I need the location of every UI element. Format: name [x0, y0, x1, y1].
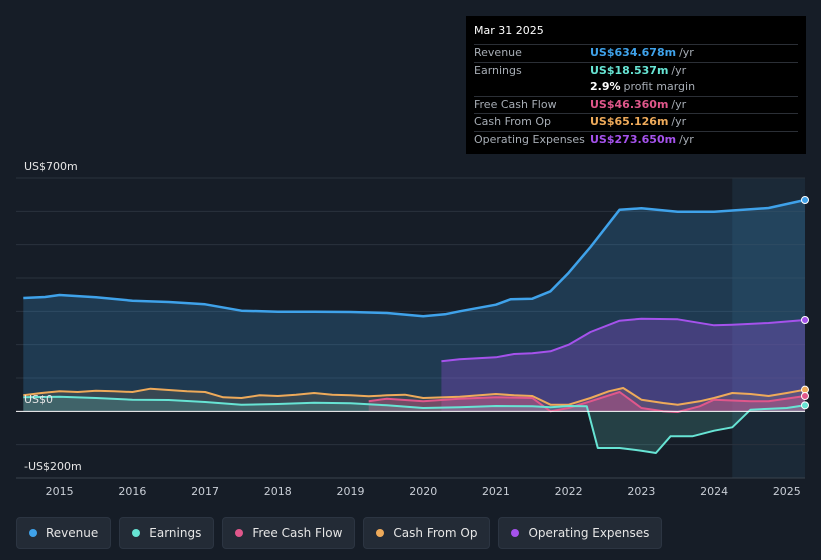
- tooltip-panel: Mar 31 2025 Revenue US$634.678m /yr Earn…: [466, 16, 806, 154]
- y-label-bottom: -US$200m: [24, 460, 82, 473]
- line-operating-expenses: [441, 317, 806, 363]
- area-operating-expenses: [441, 318, 805, 412]
- area-revenue: [23, 200, 806, 412]
- tooltip-row-margin: 2.9% profit margin: [474, 79, 798, 96]
- tooltip-value: US$273.650m: [590, 132, 677, 146]
- x-tick-label: 2025: [773, 485, 801, 498]
- end-dot-operating-expenses: [801, 316, 809, 324]
- x-tick-label: 2020: [409, 485, 437, 498]
- legend-item-earnings[interactable]: Earnings: [119, 517, 215, 549]
- legend-item-operating-expenses[interactable]: Operating Expenses: [498, 517, 663, 549]
- tooltip-row-opex: Operating Expenses US$273.650m /yr: [474, 130, 798, 149]
- legend-label: Revenue: [46, 526, 99, 540]
- legend-item-free-cash-flow[interactable]: Free Cash Flow: [222, 517, 356, 549]
- tooltip-value: US$65.126m: [590, 115, 669, 128]
- tooltip-value: US$46.360m: [590, 97, 669, 111]
- legend-dot-icon: [132, 529, 141, 537]
- line-earnings: [23, 395, 806, 454]
- tooltip-value: US$18.537m: [590, 63, 669, 77]
- tooltip-date: Mar 31 2025: [474, 24, 544, 37]
- tooltip-label: Cash From Op: [474, 115, 552, 128]
- legend-dot-icon: [511, 529, 520, 537]
- legend-item-revenue[interactable]: Revenue: [16, 517, 112, 549]
- tooltip-value: US$634.678m: [590, 46, 677, 59]
- legend-item-cash-from-op[interactable]: Cash From Op: [363, 517, 491, 549]
- x-tick-label: 2023: [627, 485, 655, 498]
- tooltip-label: [474, 79, 590, 96]
- legend-label: Free Cash Flow: [252, 526, 343, 540]
- tooltip-value: 2.9%: [590, 80, 621, 93]
- tooltip-unit: /yr: [679, 132, 694, 146]
- end-dot-revenue: [801, 196, 809, 204]
- x-tick-label: 2016: [118, 485, 146, 498]
- legend-label: Cash From Op: [393, 526, 478, 540]
- tooltip-unit: /yr: [679, 46, 694, 59]
- legend-label: Operating Expenses: [528, 526, 650, 540]
- tooltip-row-earnings: Earnings US$18.537m /yr: [474, 61, 798, 80]
- x-tick-label: 2022: [555, 485, 583, 498]
- tooltip-row-revenue: Revenue US$634.678m /yr: [474, 44, 798, 62]
- series-lines: [23, 198, 806, 454]
- tooltip-label: Revenue: [474, 46, 522, 59]
- tooltip-unit: /yr: [671, 115, 687, 128]
- tooltip-unit: profit margin: [623, 80, 696, 93]
- x-tick-label: 2024: [700, 485, 728, 498]
- x-tick-label: 2019: [337, 485, 365, 498]
- legend-dot-icon: [29, 529, 37, 537]
- tooltip-row-fcf: Free Cash Flow US$46.360m /yr: [474, 95, 798, 114]
- line-free-cash-flow: [368, 391, 806, 413]
- legend: Revenue Earnings Free Cash Flow Cash Fro…: [16, 517, 670, 549]
- y-label-zero: US$0: [24, 393, 53, 406]
- x-tick-label: 2018: [264, 485, 292, 498]
- y-label-top: US$700m: [24, 160, 78, 173]
- legend-label: Earnings: [149, 526, 202, 540]
- forecast-band: [732, 178, 805, 478]
- end-dot-earnings: [801, 401, 809, 410]
- tooltip-label: Free Cash Flow: [474, 97, 557, 111]
- x-axis-ticks: 2015 2016 2017 2018 2019 2020 2021 2022 2023 2024…: [46, 485, 801, 498]
- x-tick-label: 2021: [482, 485, 510, 498]
- x-tick-label: 2015: [46, 485, 74, 498]
- tooltip-row-cfo: Cash From Op US$65.126m /yr: [474, 113, 798, 131]
- series-areas: [23, 200, 806, 453]
- tooltip-label: Earnings: [474, 63, 522, 77]
- tooltip-unit: /yr: [671, 97, 687, 111]
- legend-dot-icon: [376, 529, 385, 537]
- end-dot-free-cash-flow: [801, 392, 809, 400]
- tooltip-label: Operating Expenses: [474, 132, 585, 146]
- series-end-dots: [801, 196, 809, 410]
- tooltip-unit: /yr: [671, 63, 687, 77]
- line-cash-from-op: [23, 387, 806, 406]
- area-earnings: [23, 396, 806, 453]
- line-revenue: [23, 198, 806, 318]
- x-tick-label: 2017: [191, 485, 219, 498]
- legend-dot-icon: [235, 529, 244, 537]
